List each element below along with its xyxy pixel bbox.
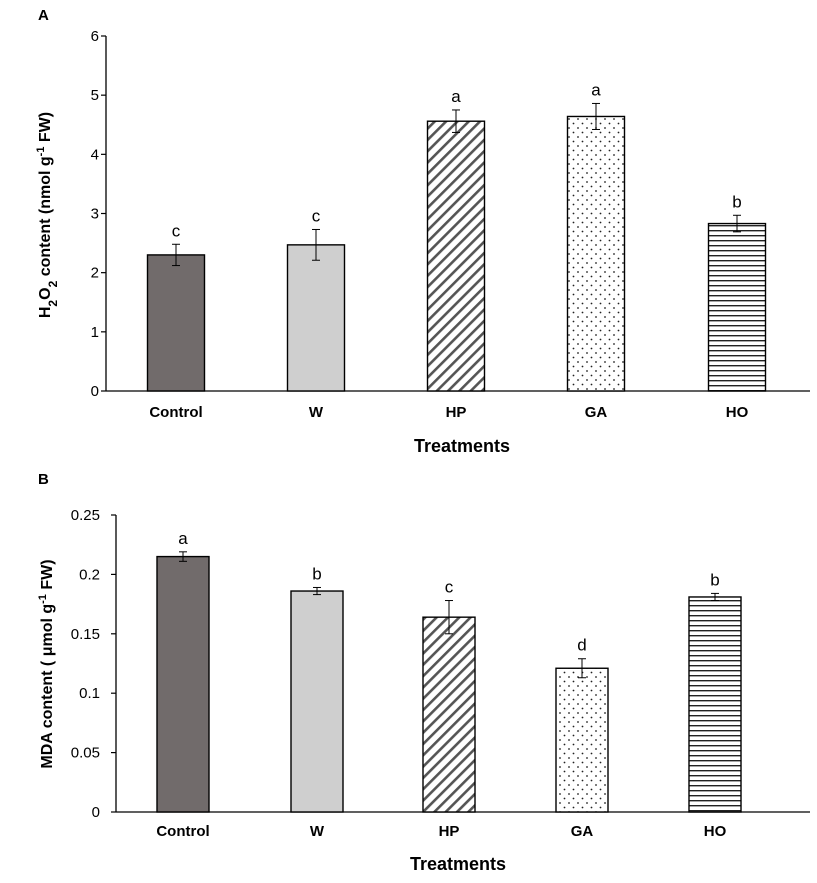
category-label-ga: GA <box>585 404 608 421</box>
y-tick-label: 0.2 <box>79 566 100 583</box>
y-tick-label: 3 <box>91 206 99 223</box>
y-tick-label: 0.25 <box>71 507 100 524</box>
category-label-hp: HP <box>439 823 460 840</box>
significance-letter-hp: a <box>451 87 461 106</box>
category-label-ho: HO <box>726 404 749 421</box>
category-label-control: Control <box>149 404 202 421</box>
bar-ga <box>566 115 626 392</box>
bar-hp <box>426 120 486 392</box>
category-label-ho: HO <box>704 823 727 840</box>
significance-letter-ga: a <box>591 80 601 99</box>
y-tick-label: 0.15 <box>71 626 100 643</box>
y-tick-label: 0 <box>91 383 99 400</box>
category-label-control: Control <box>156 823 209 840</box>
error-bar-ho <box>711 592 719 602</box>
panel-b-label: B <box>38 471 49 488</box>
category-label-w: W <box>310 823 325 840</box>
panel-b-y-ticks: 0 0.05 0.1 0.15 0.2 0.25 <box>71 507 116 821</box>
error-bar-ga <box>578 658 586 679</box>
panel-a-significance-letters: c c a a b <box>172 80 742 240</box>
significance-letter-w: c <box>312 206 321 225</box>
significance-letter-w: b <box>312 564 321 583</box>
y-tick-label: 0 <box>92 804 100 821</box>
panel-b: B 0 0.05 0.1 0.15 0.2 0.25 a b c d b Control W HP GA… <box>37 471 810 874</box>
significance-letter-control: c <box>172 221 181 240</box>
bar-control <box>146 254 206 392</box>
error-bar-hp <box>452 109 460 133</box>
significance-letter-control: a <box>178 529 188 548</box>
bar-ho <box>707 222 767 392</box>
bar-w <box>286 244 346 392</box>
bar-hp <box>422 616 476 813</box>
category-label-ga: GA <box>571 823 594 840</box>
y-tick-label: 0.1 <box>79 685 100 702</box>
panel-b-x-axis-title: Treatments <box>410 854 506 874</box>
error-bar-control <box>172 243 180 267</box>
error-bar-ga <box>592 102 600 130</box>
error-bar-w <box>313 586 321 596</box>
panel-b-error-bars <box>179 551 719 679</box>
error-bar-w <box>312 228 320 261</box>
significance-letter-hp: c <box>445 578 454 597</box>
panel-a-y-axis-title: H2O2 content (nmol g-1 FW) <box>35 112 60 318</box>
bar-ho <box>688 596 742 813</box>
category-label-hp: HP <box>446 404 467 421</box>
panel-b-category-labels: Control W HP GA HO <box>156 823 726 840</box>
error-bar-hp <box>445 600 453 635</box>
y-tick-label: 6 <box>91 28 99 45</box>
y-tick-label: 1 <box>91 324 99 341</box>
bar-ga <box>555 667 609 813</box>
bar-w <box>290 590 344 813</box>
significance-letter-ho: b <box>710 570 719 589</box>
panel-b-significance-letters: a b c d b <box>178 529 719 655</box>
panel-b-y-axis-title: MDA content ( μmol g-1 FW) <box>37 559 56 768</box>
panel-a-label: A <box>38 7 49 24</box>
panel-b-bars <box>156 555 742 813</box>
error-bar-ho <box>733 214 741 233</box>
category-label-w: W <box>309 404 324 421</box>
panel-a-category-labels: Control W HP GA HO <box>149 404 748 421</box>
significance-letter-ho: b <box>732 192 741 211</box>
panel-a-bars <box>146 115 767 392</box>
y-tick-label: 4 <box>91 146 99 163</box>
panel-a-y-ticks: 0 1 2 3 4 5 6 <box>91 28 106 400</box>
y-tick-label: 0.05 <box>71 745 100 762</box>
panel-a-error-bars <box>172 102 741 267</box>
error-bar-control <box>179 551 187 562</box>
bar-control <box>156 555 210 813</box>
significance-letter-ga: d <box>577 636 586 655</box>
panel-a: A 0 1 2 3 4 5 6 c c a a b Control W HP GA HO Treatment… <box>35 7 810 456</box>
panel-a-x-axis-title: Treatments <box>414 436 510 456</box>
y-tick-label: 2 <box>91 265 99 282</box>
y-tick-label: 5 <box>91 87 99 104</box>
